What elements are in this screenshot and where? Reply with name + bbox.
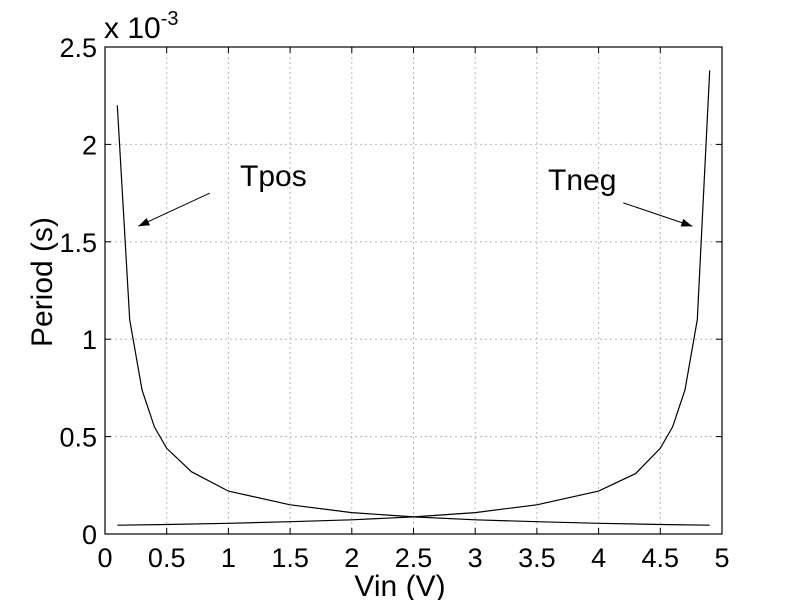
x-axis-label: Vin (V) bbox=[354, 570, 445, 600]
y-tick-label: 0 bbox=[82, 520, 97, 550]
x-tick-label: 0.5 bbox=[148, 543, 186, 573]
y-axis-label: Period (s) bbox=[26, 217, 59, 347]
x-tick-label: 3 bbox=[468, 543, 483, 573]
y-tick-label: 1 bbox=[82, 325, 97, 355]
grid-lines bbox=[105, 47, 722, 534]
x-tick-label: 1 bbox=[221, 543, 236, 573]
x-tick-label: 5 bbox=[714, 543, 729, 573]
series-group bbox=[116, 70, 711, 526]
annotation-label: Tpos bbox=[240, 160, 307, 193]
y-tick-label: 1.5 bbox=[59, 228, 97, 258]
annotation-label: Tneg bbox=[548, 164, 616, 197]
y-tick-label: 0.5 bbox=[59, 423, 97, 453]
x-tick-label: 4.5 bbox=[642, 543, 680, 573]
y-axis-multiplier: x 10-3 bbox=[104, 8, 179, 45]
x-tick-label: 1.5 bbox=[271, 543, 309, 573]
annotation-arrow-line bbox=[623, 202, 693, 227]
y-axis-multiplier-exponent: -3 bbox=[161, 8, 179, 30]
x-tick-label: 2.5 bbox=[395, 543, 433, 573]
series-line-tpos bbox=[116, 105, 710, 526]
y-axis-ticks: 0 0.5 1 1.5 2 2.5 bbox=[59, 33, 722, 550]
y-tick-label: 2 bbox=[82, 130, 97, 160]
series-line-tneg bbox=[117, 70, 711, 526]
y-axis-multiplier-base: x 10 bbox=[104, 12, 161, 45]
annotations: Tpos Tneg bbox=[138, 160, 693, 227]
x-tick-label: 3.5 bbox=[518, 543, 556, 573]
x-tick-label: 2 bbox=[344, 543, 359, 573]
x-tick-label: 0 bbox=[97, 543, 112, 573]
annotation-arrow-head bbox=[680, 218, 693, 227]
plot-frame bbox=[104, 46, 723, 535]
annotation-arrow-line bbox=[138, 192, 211, 227]
y-tick-label: 2.5 bbox=[59, 33, 97, 63]
annotation-arrow-head bbox=[138, 217, 150, 227]
x-axis-ticks: 0 0.5 1 1.5 2 2.5 3 3.5 4 4.5 5 bbox=[97, 47, 730, 573]
x-tick-label: 4 bbox=[591, 543, 606, 573]
